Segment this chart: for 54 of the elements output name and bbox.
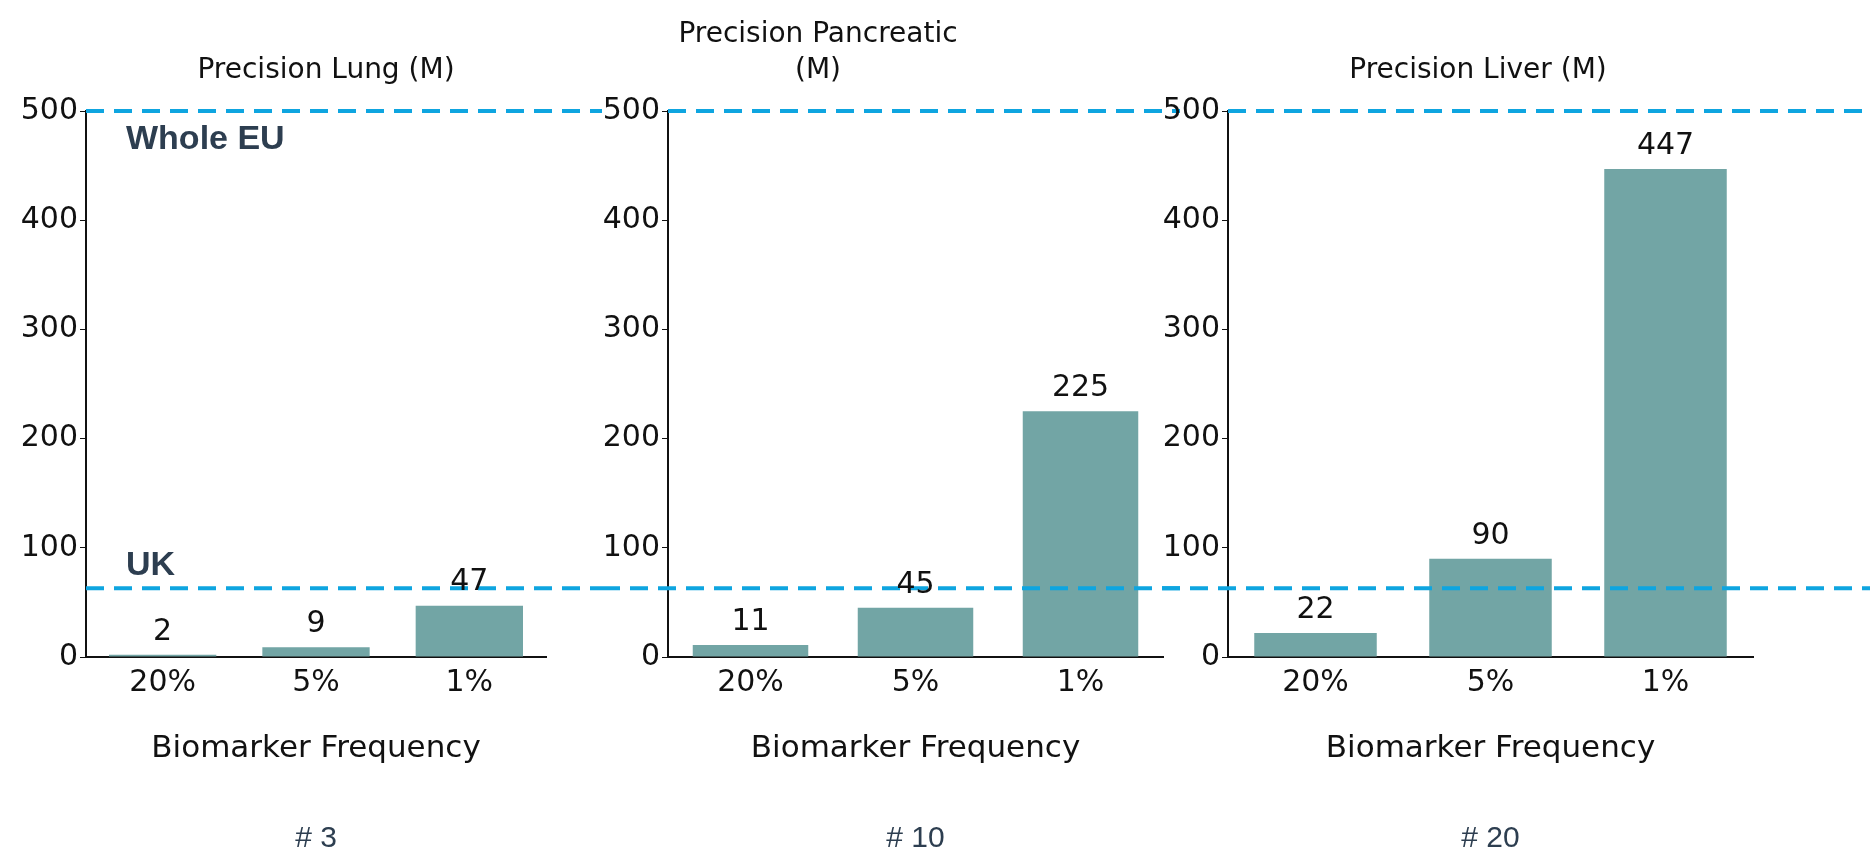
x-axis-title: Biomarker Frequency: [750, 728, 1081, 765]
y-tick-label: 200: [20, 418, 78, 454]
x-tick-label: 1%: [445, 662, 494, 698]
ref-line-label: Whole EU: [126, 118, 285, 157]
bar: [692, 644, 809, 657]
data-label: 225: [1051, 368, 1110, 404]
y-tick-label: 0: [640, 636, 660, 672]
y-tick-label: 300: [1162, 309, 1220, 345]
y-tick-label: 300: [20, 309, 78, 345]
y-tick-label: 100: [1162, 527, 1220, 563]
bar: [415, 605, 523, 657]
y-tick-label: 0: [58, 636, 78, 672]
x-tick-label: 20%: [129, 662, 197, 698]
data-label: 2: [153, 611, 173, 647]
bar: [857, 607, 974, 657]
y-tick-label: 0: [1200, 636, 1220, 672]
chart-title: Precision Lung (M): [196, 51, 456, 87]
data-label: 45: [896, 564, 935, 600]
data-label: 9: [306, 603, 326, 639]
y-tick-label: 100: [20, 527, 78, 563]
y-tick-label: 500: [602, 90, 660, 126]
bar: [1022, 411, 1139, 657]
x-tick-label: 5%: [891, 662, 940, 698]
data-label: 447: [1636, 125, 1695, 161]
text: # 3: [294, 820, 338, 854]
x-tick-label: 20%: [717, 662, 784, 698]
chart-title: Precision Pancreatic (M): [677, 15, 959, 87]
bar: [1429, 558, 1552, 657]
bar: [1604, 168, 1727, 657]
x-tick-label: 20%: [1282, 662, 1349, 698]
y-tick-label: 400: [20, 200, 78, 235]
y-tick-label: 300: [602, 309, 660, 345]
data-label: 11: [731, 601, 770, 637]
ref-line-label: UK: [126, 543, 176, 582]
x-tick-label: 5%: [292, 662, 340, 698]
x-tick-label: 1%: [1641, 662, 1690, 698]
bar: [1254, 632, 1377, 657]
x-axis-title: Biomarker Frequency: [1325, 728, 1656, 765]
data-label: 90: [1471, 515, 1510, 551]
y-tick-label: 200: [602, 418, 660, 454]
y-tick-label: 400: [1162, 200, 1220, 235]
chart-title: Precision Liver (M): [1348, 51, 1608, 87]
y-tick-label: 100: [602, 527, 660, 563]
y-tick-label: 400: [602, 200, 660, 235]
text: # 10: [885, 820, 946, 854]
y-tick-label: 500: [20, 90, 78, 126]
y-tick-label: 500: [1162, 90, 1220, 126]
text: # 20: [1460, 820, 1521, 854]
y-tick-label: 200: [1162, 418, 1220, 454]
data-label: 22: [1296, 589, 1335, 625]
x-tick-label: 5%: [1466, 662, 1515, 698]
x-axis-title: Biomarker Frequency: [151, 728, 481, 765]
bar: [262, 647, 370, 657]
x-tick-label: 1%: [1056, 662, 1105, 698]
